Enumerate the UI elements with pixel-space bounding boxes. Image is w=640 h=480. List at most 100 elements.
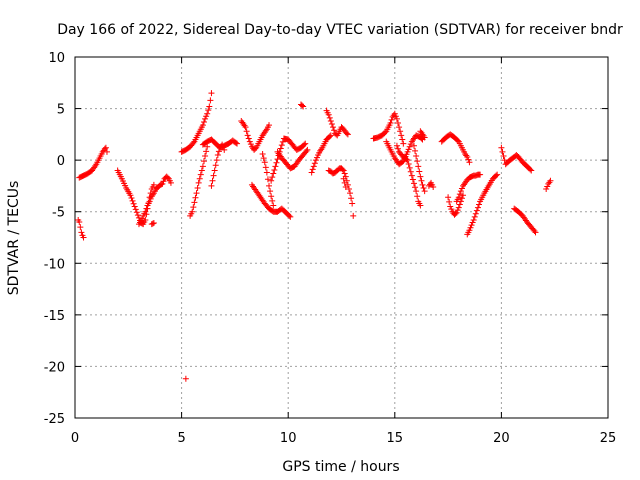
- data-point: [469, 219, 476, 226]
- data-point: [406, 143, 413, 150]
- data-point: [327, 132, 334, 139]
- chart-title: Day 166 of 2022, Sidereal Day-to-day VTE…: [57, 22, 623, 38]
- data-point: [245, 135, 252, 142]
- data-point: [308, 169, 315, 176]
- data-point: [473, 207, 480, 214]
- x-tick-label: 25: [600, 431, 617, 446]
- data-point: [78, 229, 85, 236]
- data-point: [410, 142, 417, 149]
- data-point: [413, 188, 420, 195]
- plot-frame: [74, 56, 609, 419]
- y-tick-label: -15: [44, 309, 65, 324]
- data-point: [271, 166, 278, 173]
- data-point: [211, 167, 218, 174]
- data-point: [199, 163, 206, 170]
- data-point: [472, 210, 479, 217]
- data-point: [274, 156, 281, 163]
- data-point: [149, 220, 156, 227]
- data-point: [448, 206, 455, 213]
- data-point: [454, 207, 461, 214]
- data-point: [204, 110, 211, 117]
- data-point: [259, 150, 266, 157]
- data-point: [421, 134, 428, 141]
- data-point: [206, 103, 213, 110]
- data-point: [299, 102, 306, 109]
- data-point: [531, 228, 538, 235]
- data-point: [80, 234, 87, 241]
- data-point: [325, 111, 332, 118]
- data-point: [498, 144, 505, 151]
- data-point: [453, 209, 460, 216]
- data-point: [391, 110, 398, 117]
- data-point: [466, 159, 473, 166]
- data-point: [209, 177, 216, 184]
- data-point: [252, 145, 259, 152]
- y-tick-label: -20: [44, 360, 65, 375]
- data-point: [417, 202, 424, 209]
- grid-lines: [75, 57, 608, 418]
- data-point: [195, 179, 202, 186]
- data-point: [396, 124, 403, 131]
- data-point: [326, 114, 333, 121]
- data-point: [232, 139, 239, 146]
- data-point: [158, 181, 165, 188]
- data-point: [340, 167, 347, 174]
- data-point: [415, 163, 422, 170]
- data-point: [203, 148, 210, 155]
- data-point: [268, 177, 275, 184]
- data-point: [413, 153, 420, 160]
- data-point: [138, 217, 145, 224]
- data-point: [457, 188, 464, 195]
- data-point: [212, 162, 219, 169]
- data-point: [421, 188, 428, 195]
- data-point: [393, 115, 400, 122]
- data-point: [420, 184, 427, 191]
- data-point: [403, 156, 410, 163]
- data-point: [147, 195, 154, 202]
- data-point: [397, 128, 404, 135]
- y-tick-label: 10: [48, 51, 65, 66]
- data-point: [416, 168, 423, 175]
- data-point: [221, 146, 228, 153]
- data-point: [405, 161, 412, 168]
- data-point: [167, 179, 174, 186]
- data-point: [499, 148, 506, 155]
- data-point: [407, 168, 414, 175]
- data-point: [447, 203, 454, 210]
- axis-ticks: 0 5 10 15 20 25 10 5 0 -5 -10 -15 -20 -25: [44, 51, 617, 446]
- data-point: [198, 167, 205, 174]
- data-point: [134, 212, 141, 219]
- data-point: [205, 107, 212, 114]
- data-point: [349, 200, 356, 207]
- data-point: [208, 182, 215, 189]
- data-point: [133, 209, 140, 216]
- data-point: [150, 181, 157, 188]
- data-point: [146, 198, 153, 205]
- data-point: [340, 175, 347, 182]
- data-point: [468, 222, 475, 229]
- data-point: [341, 179, 348, 186]
- data-point: [260, 155, 267, 162]
- data-point: [326, 133, 333, 140]
- data-point: [404, 157, 411, 164]
- data-point: [207, 97, 214, 104]
- data-point: [196, 175, 203, 182]
- data-point: [430, 183, 437, 190]
- data-point: [408, 172, 415, 179]
- data-point: [458, 185, 465, 192]
- data-point: [474, 204, 481, 211]
- data-point: [220, 144, 227, 151]
- data-points: [75, 90, 554, 382]
- x-tick-label: 20: [493, 431, 510, 446]
- data-point: [272, 163, 279, 170]
- data-point: [190, 204, 197, 211]
- data-point: [269, 174, 276, 181]
- data-point: [287, 213, 294, 220]
- data-point: [264, 176, 271, 183]
- data-point: [200, 158, 207, 165]
- data-point: [410, 180, 417, 187]
- data-point: [269, 197, 276, 204]
- data-point: [412, 147, 419, 154]
- data-point: [460, 192, 467, 199]
- data-point: [404, 148, 411, 155]
